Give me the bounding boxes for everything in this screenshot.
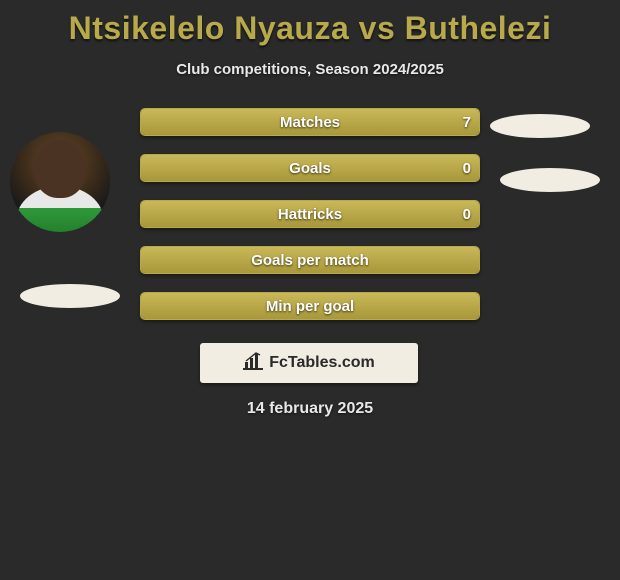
player-right-placeholder-1 [490, 114, 590, 138]
date-label: 14 february 2025 [0, 400, 620, 418]
bar-hattricks-label: Hattricks [141, 201, 479, 227]
bar-hattricks: Hattricks 0 [140, 200, 480, 228]
page-subtitle: Club competitions, Season 2024/2025 [0, 61, 620, 78]
bar-goals-value: 0 [463, 155, 471, 181]
bar-goals-label: Goals [141, 155, 479, 181]
bar-min-per-goal-label: Min per goal [141, 293, 479, 319]
bar-chart-icon [243, 352, 263, 375]
player-right-placeholder-2 [500, 168, 600, 192]
bar-matches-label: Matches [141, 109, 479, 135]
bar-goals: Goals 0 [140, 154, 480, 182]
stats-bars: Matches 7 Goals 0 Hattricks 0 Goals per … [140, 108, 480, 338]
fctables-logo-text: FcTables.com [269, 354, 375, 372]
bar-goals-per-match: Goals per match [140, 246, 480, 274]
bar-matches-value: 7 [463, 109, 471, 135]
bar-matches: Matches 7 [140, 108, 480, 136]
fctables-logo: FcTables.com [200, 343, 418, 383]
player-left-placeholder [20, 284, 120, 308]
bar-min-per-goal: Min per goal [140, 292, 480, 320]
page-title: Ntsikelelo Nyauza vs Buthelezi [0, 0, 620, 47]
player-left-avatar [10, 132, 110, 232]
bar-goals-per-match-label: Goals per match [141, 247, 479, 273]
bar-hattricks-value: 0 [463, 201, 471, 227]
